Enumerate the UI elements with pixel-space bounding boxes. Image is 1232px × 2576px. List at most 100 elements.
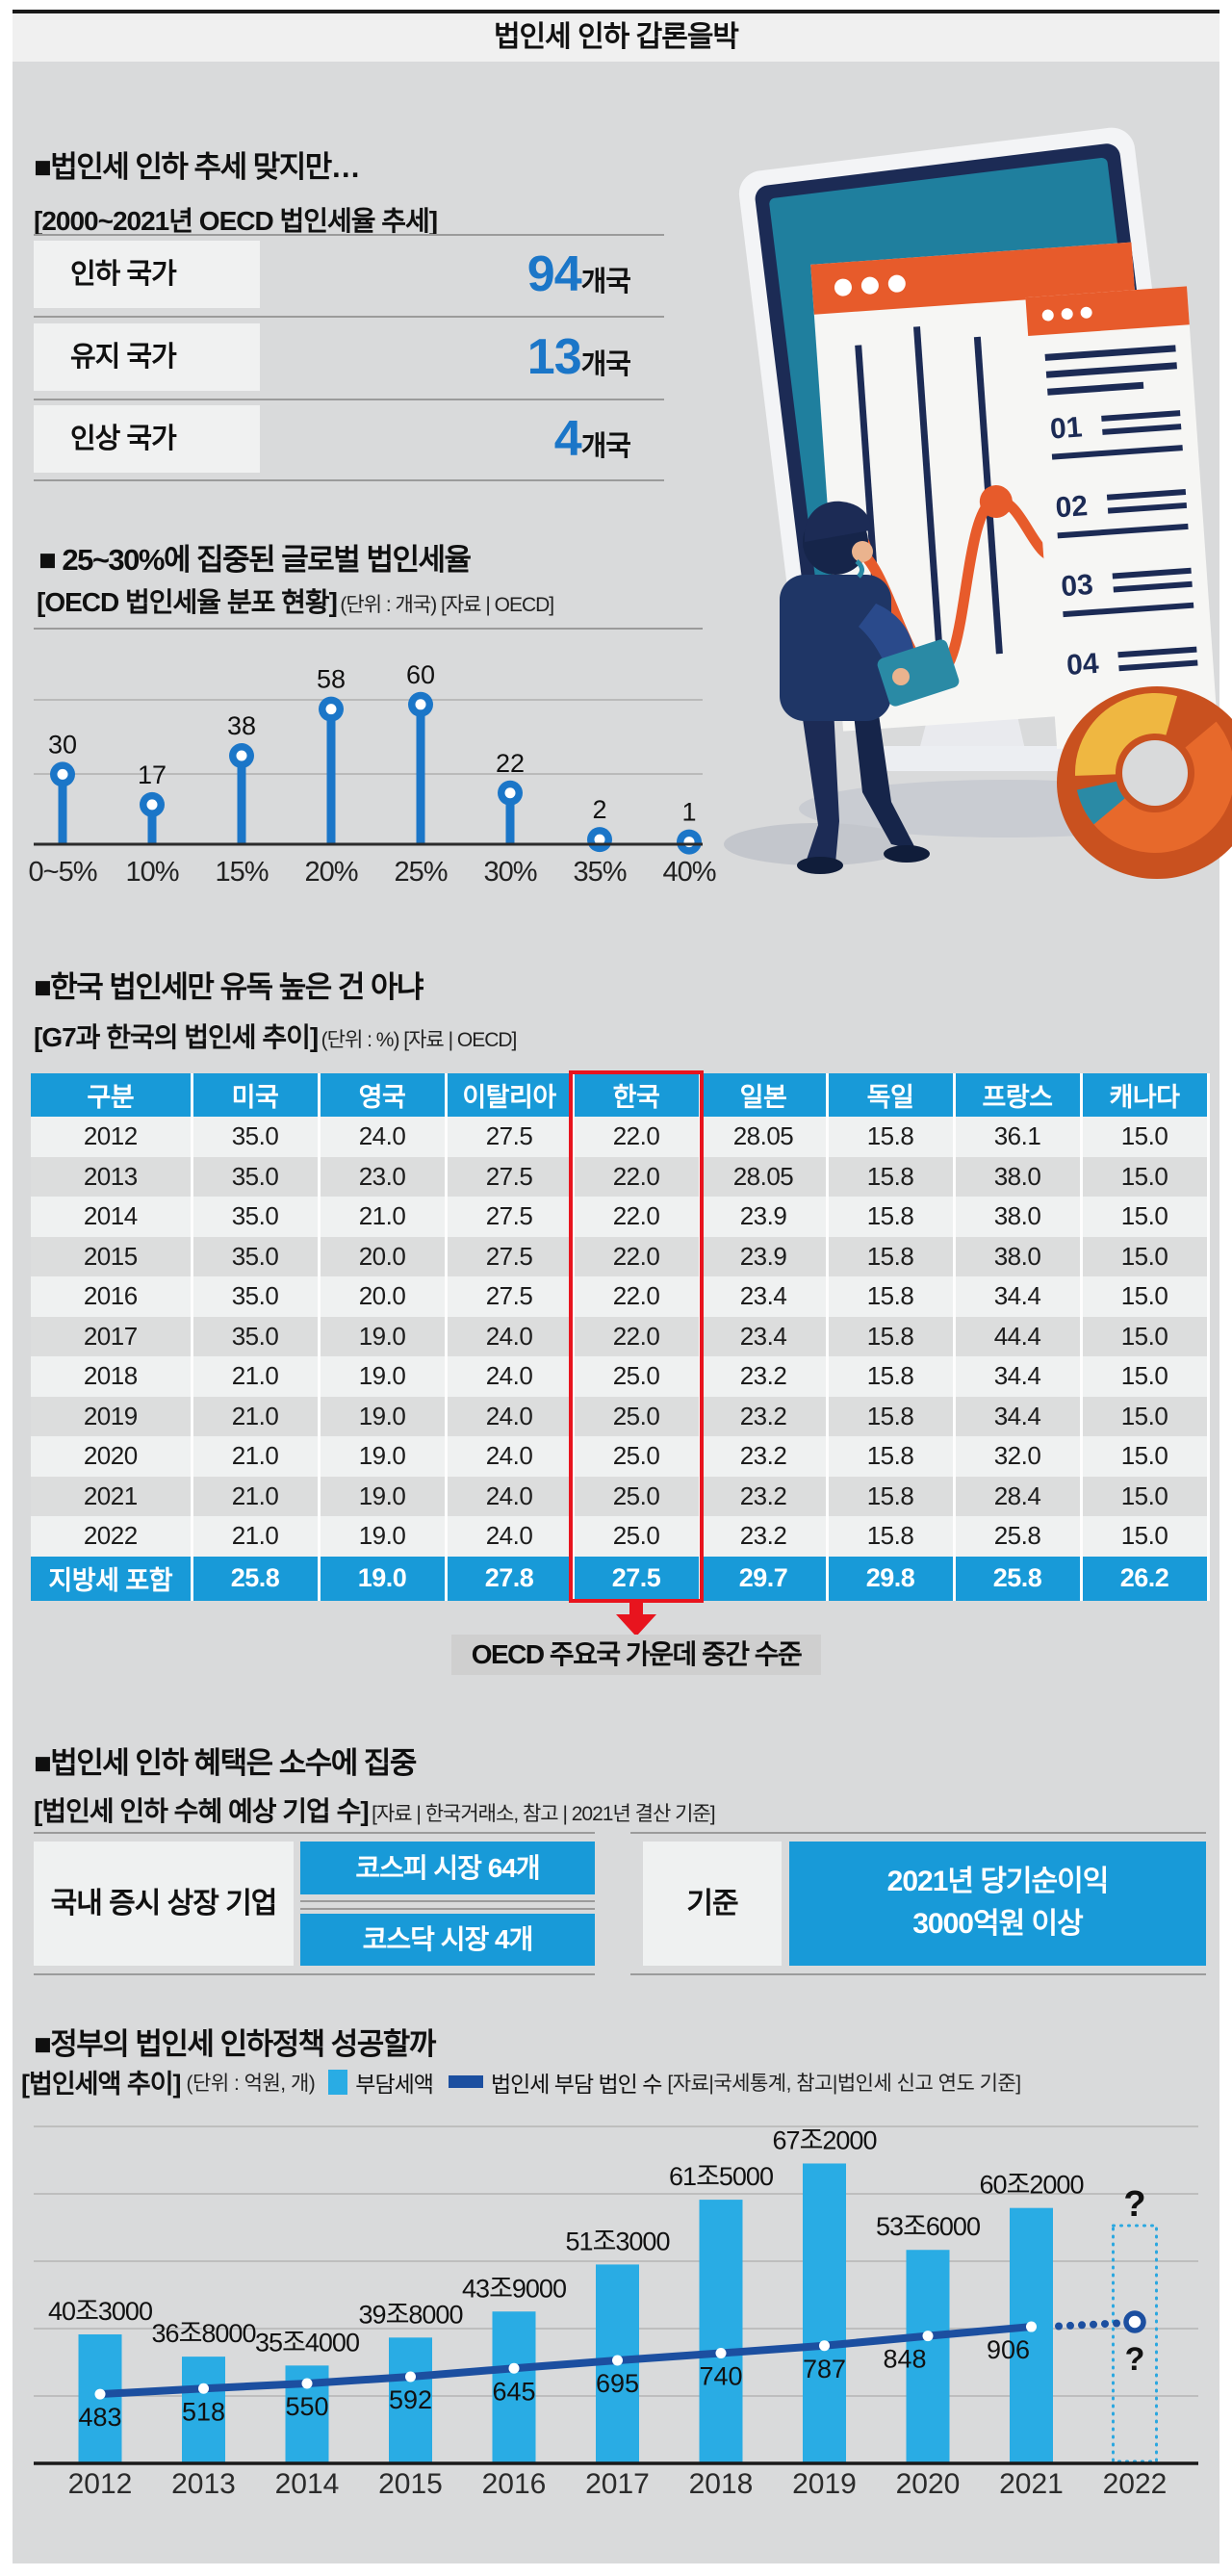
- x-axis-label: 2019: [792, 2468, 857, 2500]
- table-cell: 25.0: [573, 1436, 702, 1477]
- table-cell: 27.5: [446, 1156, 575, 1197]
- line-dot: [508, 2362, 520, 2374]
- lollipop-dot-hole: [236, 750, 247, 761]
- table-cell: 19.0: [319, 1356, 448, 1397]
- table-cell: 22.0: [573, 1197, 702, 1237]
- table-cell: 21.0: [192, 1436, 321, 1477]
- line-dot: [405, 2371, 416, 2383]
- section1-caption: [2000~2021년 OECD 법인세율 추세]: [34, 206, 438, 236]
- callout-arrow: [629, 1601, 643, 1615]
- table-cell: 25.8: [954, 1516, 1083, 1557]
- stat-number: 4: [553, 411, 582, 467]
- table-cell: 2017: [31, 1316, 193, 1356]
- value-label: 22: [496, 749, 525, 778]
- bar-value-label: 53조6000: [876, 2212, 980, 2241]
- g7-corporate-tax-table: 구분 미국 영국 이탈리아 한국 일본 독일 프랑스 캐나다 2012 35.0 24.0 27.5 22…: [31, 1073, 1210, 1601]
- table-cell: 21.0: [192, 1356, 321, 1397]
- report-panel: 01 02 03 04: [1025, 286, 1219, 749]
- tax-amount-bar: [389, 2337, 432, 2463]
- x-axis-label: 0~5%: [29, 857, 97, 888]
- table-cell: 독일: [827, 1073, 956, 1117]
- line-dot: [301, 2378, 313, 2389]
- x-axis-label: 2012: [68, 2468, 133, 2500]
- table-row: 2022 21.0 19.0 24.0 25.0 23.2 15.8 25.8 15.0: [31, 1516, 1210, 1557]
- table-cell: 15.8: [827, 1236, 956, 1276]
- section4-caption: [법인세 인하 수혜 예상 기업 수]: [34, 1796, 370, 1826]
- table-cell: 23.9: [700, 1197, 829, 1237]
- divider: [300, 1900, 595, 1902]
- table-cell: 27.5: [446, 1197, 575, 1237]
- list-number: 03: [1060, 569, 1094, 603]
- divider: [34, 399, 664, 400]
- table-cell: 영국: [319, 1073, 448, 1117]
- bar-unknown-label: ?: [1123, 2184, 1145, 2225]
- table-cell: 15.8: [827, 1156, 956, 1197]
- tax-amount-bar: [182, 2357, 225, 2463]
- bar-value-label: 36조8000: [152, 2319, 256, 2348]
- table-cell: 15.8: [827, 1276, 956, 1317]
- table-cell: 28.05: [700, 1156, 829, 1197]
- line-dot: [922, 2331, 934, 2342]
- stat-unit: 개국: [580, 267, 631, 297]
- table-cell: 25.0: [573, 1396, 702, 1436]
- line-value-label: 787: [803, 2355, 846, 2383]
- table-cell: 2021: [31, 1476, 193, 1516]
- line-value-label: 518: [182, 2397, 225, 2426]
- bar-value-label: 43조9000: [462, 2274, 566, 2303]
- table-cell: 22.0: [573, 1276, 702, 1317]
- line-value-label: 906: [987, 2335, 1030, 2364]
- chart-legend: [법인세액 추이] (단위 : 억원, 개) 부담세액 법인세 부담 법인 수 …: [21, 2063, 1021, 2100]
- table-cell: 15.0: [1081, 1356, 1210, 1397]
- table-cell: 프랑스: [954, 1073, 1083, 1117]
- table-cell: 15.8: [827, 1316, 956, 1356]
- divider: [34, 1973, 595, 1975]
- chart-unit-note: (단위 : 억원, 개): [186, 2072, 316, 2095]
- table-cell: 15.0: [1081, 1276, 1210, 1317]
- line-dot: [819, 2340, 830, 2352]
- tax-amount-bar: [906, 2250, 950, 2463]
- analyst-illustration: 01 02 03 04: [724, 127, 1232, 879]
- table-cell: 29.7: [700, 1556, 829, 1601]
- table-cell: 25.0: [573, 1356, 702, 1397]
- cap: [805, 501, 871, 542]
- table-cell: 한국: [573, 1073, 702, 1117]
- table-cell: 34.4: [954, 1356, 1083, 1397]
- company-count-line: [99, 2323, 1032, 2399]
- table-cell: 15.8: [827, 1436, 956, 1477]
- table-cell: 15.0: [1081, 1316, 1210, 1356]
- value-label: 60: [406, 660, 435, 689]
- section5-title: ■정부의 법인세 인하정책 성공할까: [34, 2027, 436, 2061]
- stat-value-raise: 4개국: [245, 405, 631, 485]
- dotted-connector: [1090, 2320, 1097, 2329]
- line-dot: [198, 2383, 209, 2394]
- table-cell: 24.0: [446, 1316, 575, 1356]
- table-cell: 38.0: [954, 1197, 1083, 1237]
- table-cell: 15.0: [1081, 1236, 1210, 1276]
- table-cell: 15.0: [1081, 1516, 1210, 1557]
- table-cell: 28.05: [700, 1117, 829, 1157]
- table-callout: OECD 주요국 가운데 중간 수준: [451, 1635, 821, 1675]
- line-value-label: 645: [492, 2377, 535, 2406]
- table-cell: 15.8: [827, 1356, 956, 1397]
- table-cell: 38.0: [954, 1156, 1083, 1197]
- criteria-label: 기준: [643, 1842, 782, 1966]
- table-cell: 25.8: [954, 1556, 1083, 1601]
- table-cell: 27.5: [573, 1556, 702, 1601]
- table-cell: 15.0: [1081, 1197, 1210, 1237]
- stat-label-raise: 인상 국가: [34, 405, 260, 473]
- section2-caption: [OECD 법인세율 분포 현황]: [37, 587, 338, 617]
- bar-value-label: 60조2000: [980, 2171, 1084, 2200]
- kosdaq-count-box: 코스닥 시장 4개: [300, 1914, 595, 1966]
- table-cell: 44.4: [954, 1316, 1083, 1356]
- table-cell: 지방세 포함: [31, 1556, 193, 1601]
- table-cell: 15.8: [827, 1197, 956, 1237]
- table-cell: 24.0: [446, 1396, 575, 1436]
- table-row: 2016 35.0 20.0 27.5 22.0 23.4 15.8 34.4 15.0: [31, 1276, 1210, 1317]
- table-cell: 38.0: [954, 1236, 1083, 1276]
- stat-unit: 개국: [580, 349, 631, 380]
- table-cell: 25.0: [573, 1516, 702, 1557]
- table-cell: 24.0: [446, 1356, 575, 1397]
- section4-title: ■법인세 인하 혜택은 소수에 집중: [34, 1746, 417, 1780]
- dotted-connector: [1113, 2319, 1120, 2328]
